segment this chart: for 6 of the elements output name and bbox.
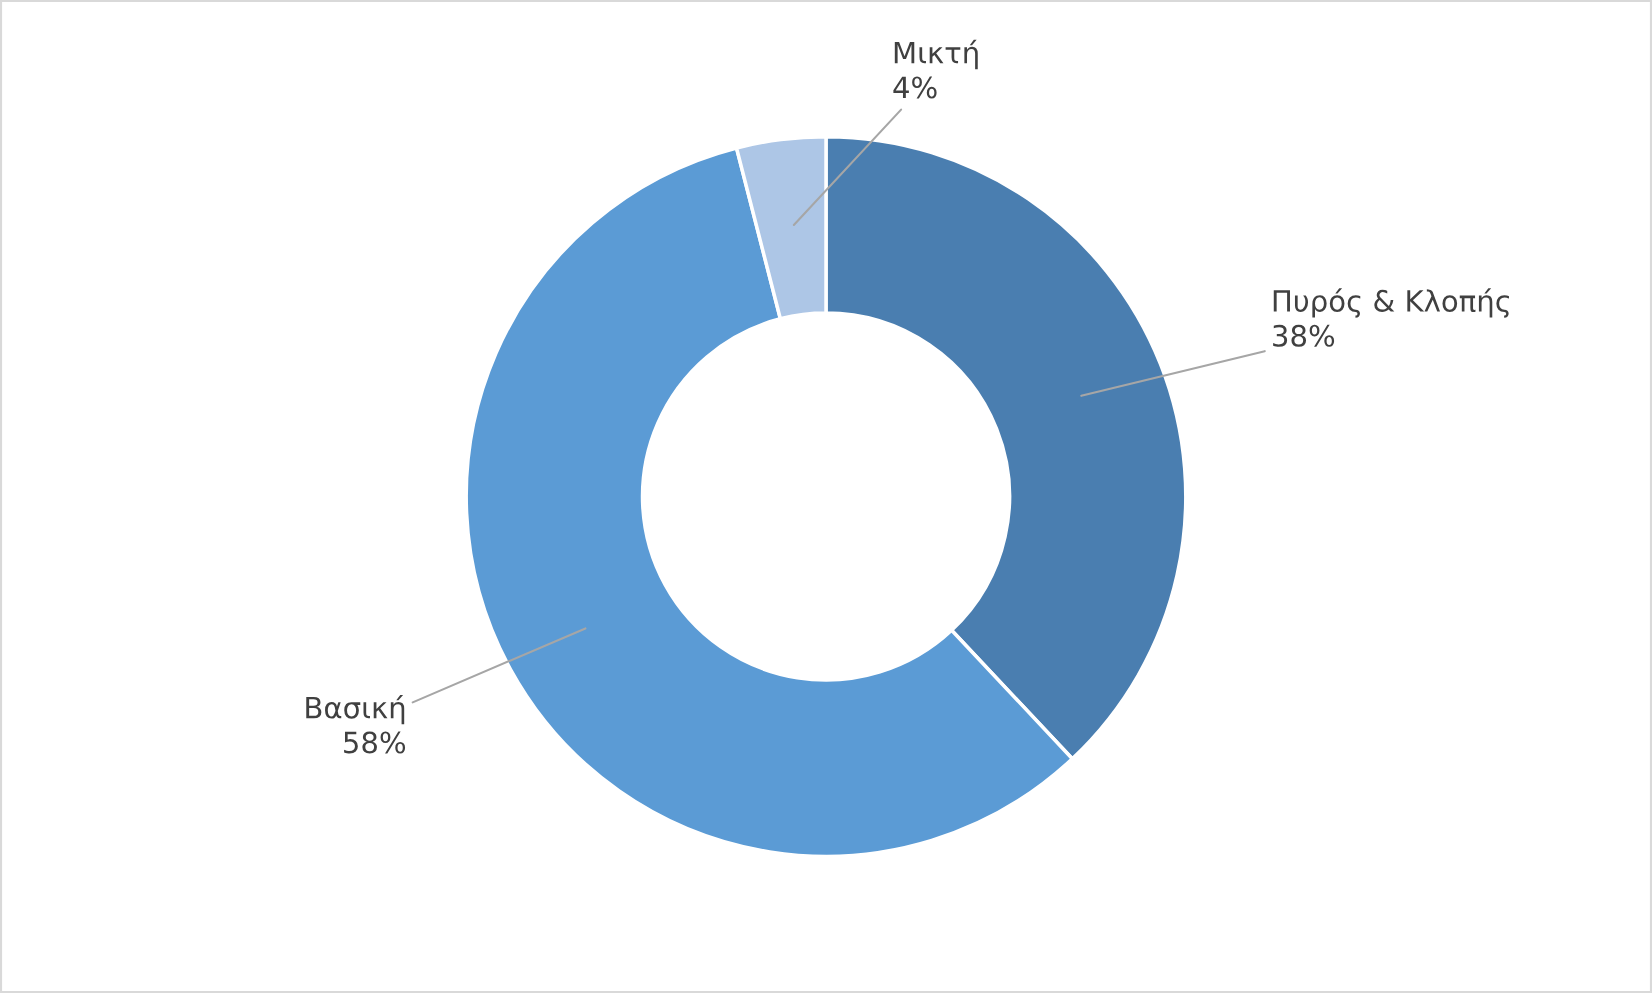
slice-label: Βασική	[306, 694, 405, 725]
data-label: 4%	[893, 76, 937, 99]
slice-label: Πυρός & Κλοπής	[1273, 288, 1509, 318]
slice-label: Μικτή	[894, 39, 978, 70]
data-label: 58%	[344, 731, 406, 754]
data-label: 38%	[1273, 324, 1335, 347]
